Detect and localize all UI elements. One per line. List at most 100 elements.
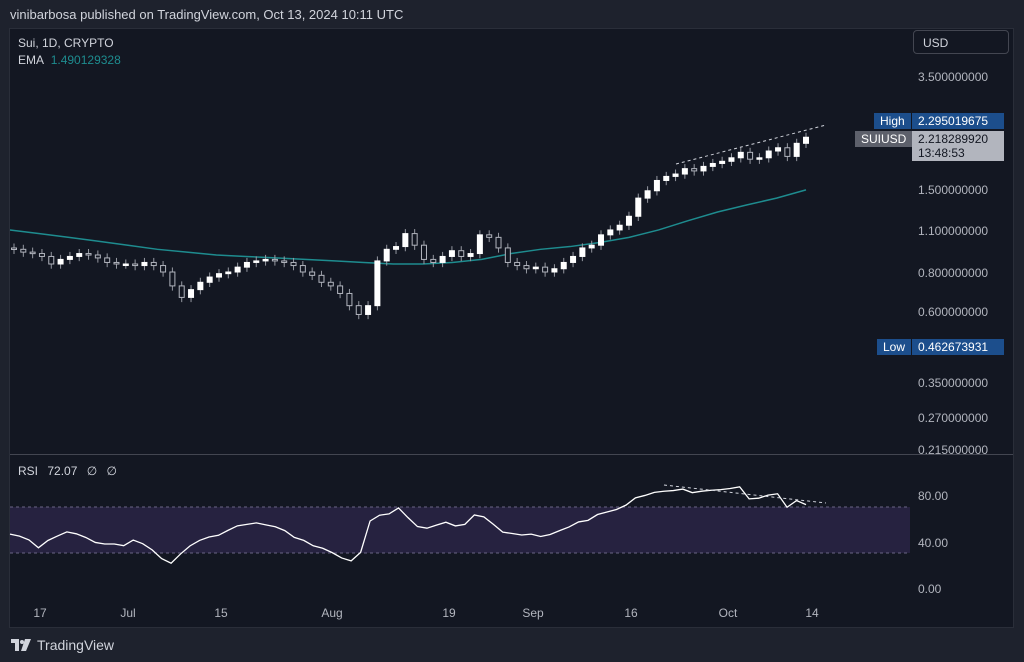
candle-body <box>709 162 716 167</box>
price-tick: 0.270000000 <box>918 411 989 425</box>
candle-body <box>132 263 139 267</box>
candle-body <box>458 250 465 257</box>
candle-body <box>94 254 101 259</box>
candle-body <box>11 247 17 250</box>
candle-body <box>365 305 372 315</box>
candle-body <box>756 157 763 160</box>
rsi-legend: RSI 72.07 ∅ ∅ <box>18 464 117 478</box>
ema-line-group <box>9 189 807 265</box>
candle-body <box>150 261 157 267</box>
candle-body <box>486 234 493 238</box>
candle-body <box>113 261 120 265</box>
candle-body <box>439 255 446 263</box>
low-value: 0.462673931 <box>912 339 1004 355</box>
candle-body <box>85 253 92 256</box>
candle-body <box>160 265 167 273</box>
candle-body <box>20 248 27 253</box>
time-tick: 19 <box>442 606 456 620</box>
rsi-extra-2: ∅ <box>106 464 117 478</box>
candle-body <box>747 151 754 160</box>
rsi-line-group <box>9 486 807 564</box>
candle-body <box>393 246 400 250</box>
ema-line <box>9 189 807 265</box>
candle-body <box>420 244 427 260</box>
candle-body <box>560 261 567 270</box>
ema-label: EMA <box>18 53 44 67</box>
high-label: High <box>874 113 911 129</box>
rsi-label: RSI <box>18 464 39 478</box>
candle-body <box>719 160 726 164</box>
candle-body <box>476 234 483 255</box>
candle-body <box>76 253 83 257</box>
candle-body <box>532 266 539 270</box>
candle-body <box>495 236 502 249</box>
candle-body <box>607 229 614 236</box>
candle-body <box>355 305 362 315</box>
candle-body <box>411 233 418 246</box>
rsi-tick: 80.00 <box>918 489 949 503</box>
candle-body <box>337 285 344 294</box>
candle-body <box>38 253 45 257</box>
candle-body <box>309 271 316 276</box>
candle-body <box>215 273 222 278</box>
candle-body <box>374 260 381 307</box>
time-tick: 16 <box>624 606 638 620</box>
candle-body <box>197 281 204 291</box>
price-tick: 0.215000000 <box>918 443 989 457</box>
candle-body <box>700 165 707 172</box>
candle-body <box>765 150 772 159</box>
price-tick: 0.800000000 <box>918 266 989 280</box>
candle-body <box>57 258 64 265</box>
publisher-text: vinibarbosa published on TradingView.com… <box>10 7 404 22</box>
candle-body <box>579 247 586 257</box>
candle-body <box>598 234 605 246</box>
countdown-value: 13:48:53 <box>918 146 965 160</box>
candle-body <box>625 215 632 226</box>
candle-body <box>681 168 688 175</box>
candle-body <box>504 247 511 263</box>
candle-body <box>570 255 577 263</box>
rsi-tick: 40.00 <box>918 536 949 550</box>
rsi-line <box>9 486 807 564</box>
candle-body <box>635 197 642 217</box>
high-value: 2.295019675 <box>912 113 1004 129</box>
candle-body <box>514 261 521 267</box>
candle-body <box>169 271 176 287</box>
candle-body <box>262 258 269 262</box>
price-tick: 0.350000000 <box>918 376 989 390</box>
candle-body <box>663 175 670 181</box>
symbol-legend: Sui, 1D, CRYPTO <box>18 36 114 50</box>
candle-body <box>234 266 241 273</box>
candle-body <box>104 257 111 263</box>
price-tick: 3.500000000 <box>918 70 989 84</box>
price-tick: 1.100000000 <box>918 224 989 238</box>
top-bar: vinibarbosa published on TradingView.com… <box>0 0 1024 28</box>
tradingview-logo-text: TradingView <box>37 637 115 653</box>
candle-body <box>616 224 623 231</box>
candle-body <box>48 255 55 265</box>
candle-body <box>793 142 800 157</box>
candle-body <box>728 157 735 162</box>
candle-body <box>281 260 288 263</box>
symbol-tag: SUIUSD <box>855 131 913 147</box>
pane-divider[interactable] <box>10 454 1013 455</box>
candle-body <box>188 289 195 298</box>
rsi-extra-1: ∅ <box>86 464 98 478</box>
candle-body <box>318 274 325 283</box>
candle-body <box>672 173 679 177</box>
candle-body <box>691 168 698 172</box>
candle-body <box>551 268 558 273</box>
currency-button[interactable]: USD <box>913 30 1009 54</box>
rsi-band <box>10 507 910 553</box>
candle-body <box>653 179 660 192</box>
candle-body <box>122 263 129 266</box>
candle-body <box>346 292 353 307</box>
candle-body <box>225 271 232 275</box>
candle-body <box>402 233 409 248</box>
time-tick: Jul <box>120 606 136 620</box>
tradingview-logo[interactable]: TradingView <box>11 637 114 653</box>
candle-body <box>271 258 278 262</box>
rsi-value: 72.07 <box>47 464 78 478</box>
rsi-tick: 0.00 <box>918 582 942 596</box>
